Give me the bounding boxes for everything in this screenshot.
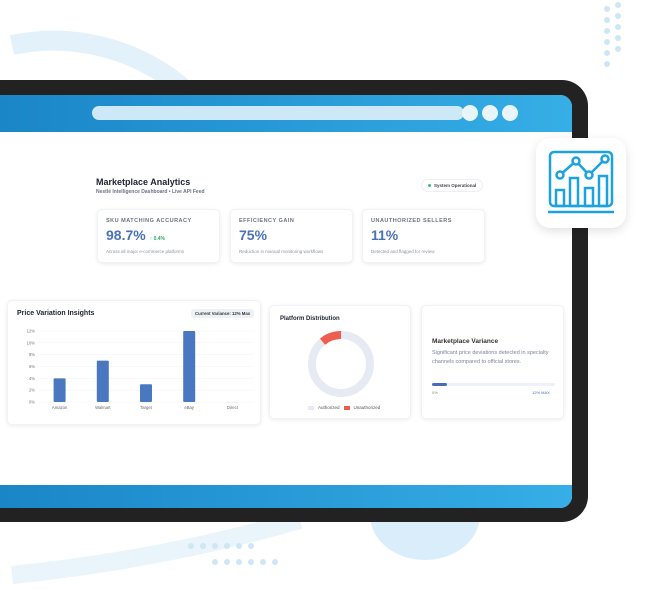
browser-bar [0,95,572,132]
bar-target[interactable] [140,384,152,402]
y-tick-label: 4% [29,376,35,381]
progress-min-label: 0% [432,390,438,395]
status-badge: System Operational [421,179,484,192]
decor-dot [604,39,610,45]
status-text: System Operational [434,183,477,188]
decor-dot [224,559,230,565]
decor-dot [248,543,254,549]
kpi-note: Reduction in manual monitoring workflows [239,249,324,254]
kpi-delta: ↑ 0.4% [149,236,165,242]
y-tick-label: 10% [27,340,36,345]
decor-dot [615,24,621,30]
kpi-label: SKU MATCHING ACCURACY [106,218,192,224]
decor-dot [212,559,218,565]
decor-dot [604,61,610,67]
decor-arc [11,511,303,584]
variance-progress-fill [432,383,447,386]
kpi-card: EFFICIENCY GAIN 75% Reduction in manual … [230,209,353,263]
page-subtitle: Nestlé Intelligence Dashboard • Live API… [96,189,205,195]
decor-dot [248,559,254,565]
decor-dot [615,13,621,19]
page-header: Marketplace Analytics Nestlé Intelligenc… [96,177,205,195]
progress-max-label: 12% MAX [532,390,550,395]
chart-title: Platform Distribution [280,316,340,322]
x-tick-label: Direct [227,405,239,410]
bar-amazon[interactable] [53,378,66,402]
browser-button[interactable] [502,105,518,121]
decor-dot [604,28,610,34]
x-tick-label: Walmart [95,405,111,410]
kpi-card: UNAUTHORIZED SELLERS 11% Detected and fl… [362,209,485,263]
decor-dot [272,559,278,565]
analytics-tile [536,138,626,228]
bar-chart: 0% 2% 4% 6% 8% 10% 12% Amazon Walmart Target eBay D… [27,329,254,410]
variance-title: Marketplace Variance [432,338,499,345]
donut-authorized[interactable] [308,331,374,397]
kpi-label: UNAUTHORIZED SELLERS [371,218,452,224]
decor-dot [615,46,621,52]
kpi-note: Detected and flagged for review [371,249,435,254]
decor-dot [615,2,621,8]
bottom-bar [0,485,572,508]
browser-button[interactable] [482,105,498,121]
chart-title: Price Variation Insights [17,310,95,317]
kpi-note: Across all major e-commerce platforms [106,249,185,254]
y-tick-label: 8% [29,352,35,357]
bar-direct[interactable] [226,402,239,403]
y-tick-label: 0% [29,400,35,405]
decor-dot [224,543,230,549]
x-tick-label: eBay [184,405,194,410]
tablet-screen: Marketplace Analytics Nestlé Intelligenc… [0,95,572,508]
price-variation-card: Price Variation Insights Current Varianc… [7,300,261,425]
kpi-value: 11% [371,227,399,243]
legend-swatch-authorized [308,405,314,410]
decor-dot [604,6,610,12]
decor-dot [615,35,621,41]
status-dot-icon [428,184,431,187]
y-tick-label: 6% [29,364,35,369]
marketplace-variance-card: Marketplace Variance Significant price d… [421,305,564,419]
legend-label: Authorized [318,405,340,410]
analytics-chart-icon [548,150,614,214]
platform-distribution-card: Platform Distribution Authorized Unautho… [269,305,411,419]
variance-badge: Current Variance: 12% Max [191,309,255,318]
bar-walmart[interactable] [96,360,109,402]
x-tick-label: Target [140,405,152,410]
decor-dot [188,543,194,549]
decor-dot [212,543,218,549]
y-tick-label: 12% [27,329,36,334]
legend-label: Unauthorized [353,405,381,410]
variance-text: Significant price deviations detected in… [432,350,549,365]
bar-ebay[interactable] [183,331,196,402]
variance-progress [432,383,555,386]
kpi-card: SKU MATCHING ACCURACY 98.7% ↑ 0.4% Across… [97,209,220,263]
decor-dot [604,50,610,56]
decor-dot [604,17,610,23]
kpi-label: EFFICIENCY GAIN [239,218,295,224]
donut-chart [306,329,376,399]
decor-dot [236,543,242,549]
legend-swatch-unauthorized [343,405,350,410]
y-tick-label: 2% [29,388,35,393]
decor-arc [9,30,192,98]
kpi-value: 75% [239,227,268,243]
decor-dot [236,559,242,565]
x-tick-label: Amazon [52,405,68,410]
kpi-value: 98.7% [106,227,146,243]
decor-dot [200,543,206,549]
decor-dot [260,559,266,565]
page-title: Marketplace Analytics [96,177,191,187]
browser-button[interactable] [462,105,478,121]
donut-unauthorized[interactable] [306,329,376,399]
address-bar[interactable] [92,106,464,120]
